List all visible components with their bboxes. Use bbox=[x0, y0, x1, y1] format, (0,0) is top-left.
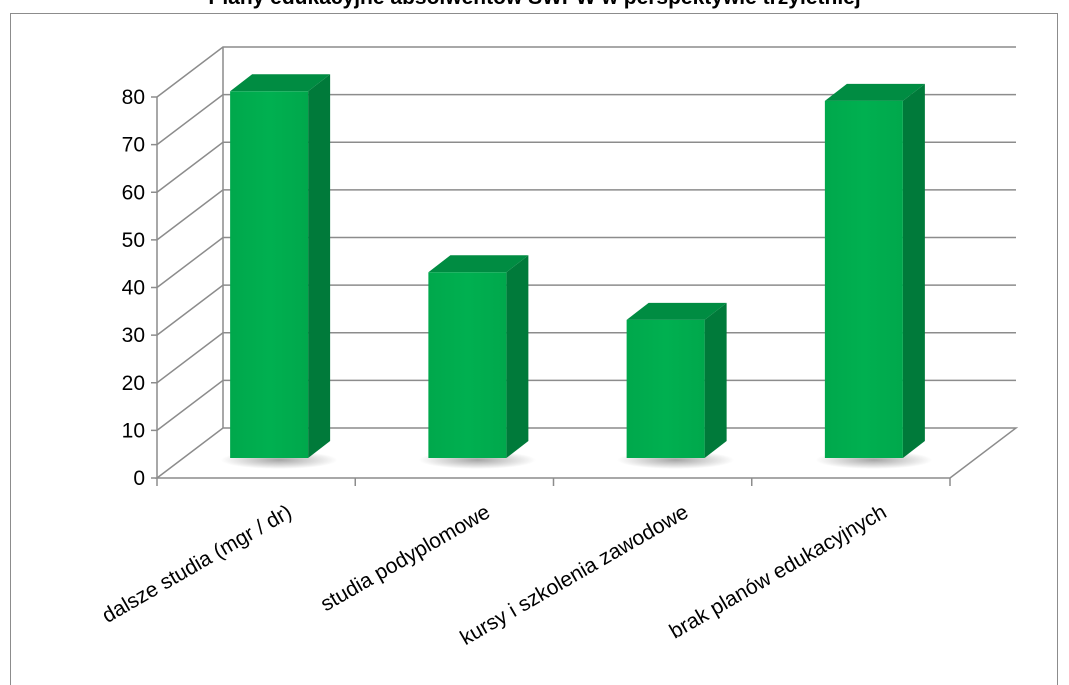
y-tick-label: 50 bbox=[122, 229, 145, 252]
bar-top bbox=[230, 74, 331, 92]
gridline bbox=[156, 236, 1016, 289]
chart-floor bbox=[154, 427, 1019, 479]
bar-top bbox=[626, 302, 727, 320]
x-category-label: brak planów edukacyjnych bbox=[666, 500, 891, 643]
y-tick-label: 80 bbox=[122, 86, 145, 109]
bar-side bbox=[704, 302, 727, 458]
bar-top bbox=[824, 83, 925, 101]
y-tick-label: 70 bbox=[122, 134, 145, 157]
chart-frame bbox=[10, 13, 1058, 685]
y-tick-label: 20 bbox=[122, 372, 145, 395]
x-category-label: studia podyplomowe bbox=[317, 500, 494, 616]
y-tick-label: 40 bbox=[122, 277, 145, 300]
y-tick-label: 60 bbox=[122, 181, 145, 204]
bar bbox=[626, 319, 705, 458]
x-category-label: dalsze studia (mgr / dr) bbox=[98, 500, 295, 627]
bar bbox=[230, 91, 309, 458]
bar-side bbox=[902, 83, 925, 458]
chart-title: Plany edukacyjne absolwentów SWPW w pers… bbox=[0, 0, 1069, 10]
gridline bbox=[156, 46, 1016, 98]
gridline bbox=[156, 141, 1016, 193]
y-tick-label: 30 bbox=[122, 324, 145, 347]
bar-side bbox=[506, 255, 529, 458]
bar-top bbox=[428, 255, 529, 273]
gridline bbox=[156, 332, 1016, 384]
bar bbox=[428, 272, 507, 458]
y-tick-label: 10 bbox=[122, 419, 145, 442]
y-tick-label: 0 bbox=[133, 467, 145, 490]
gridline bbox=[156, 284, 1016, 336]
gridline bbox=[156, 379, 1016, 431]
gridline bbox=[156, 189, 1016, 241]
bar bbox=[824, 100, 903, 458]
gridline bbox=[156, 93, 1016, 146]
bar-side bbox=[308, 74, 331, 458]
x-category-label: kursy i szkolenia zawodowe bbox=[456, 500, 692, 649]
